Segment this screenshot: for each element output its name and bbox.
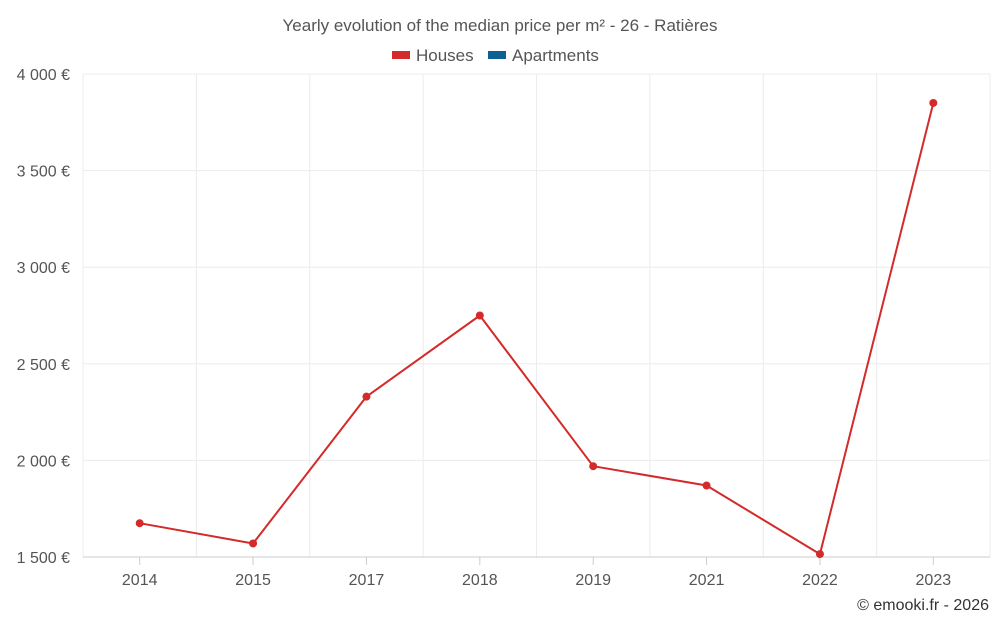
y-tick-label: 3 000 €: [17, 260, 70, 277]
y-tick-label: 1 500 €: [17, 550, 70, 567]
x-tick-label: 2021: [689, 572, 725, 589]
chart-title: Yearly evolution of the median price per…: [283, 16, 718, 35]
data-point-houses-2014[interactable]: [135, 519, 144, 528]
y-tick-label: 2 000 €: [17, 453, 70, 470]
y-tick-label: 3 500 €: [17, 164, 70, 181]
x-tick-label: 2018: [462, 572, 498, 589]
data-point-houses-2022[interactable]: [815, 550, 824, 559]
series-houses: [135, 98, 938, 559]
legend: Houses Apartments: [392, 46, 599, 65]
legend-swatch-apartments: [488, 51, 506, 59]
y-tick-label: 2 500 €: [17, 357, 70, 374]
series-line-houses: [139, 102, 935, 556]
x-tick-label: 2014: [122, 572, 158, 589]
data-point-houses-2019[interactable]: [589, 462, 598, 471]
data-point-houses-2015[interactable]: [249, 539, 258, 548]
x-tick-label: 2022: [802, 572, 838, 589]
axes: 1 500 € 2 000 € 2 500 € 3 000 € 3 500 € 4 000…: [17, 67, 952, 589]
grid: [82, 73, 991, 558]
y-tick-label: 4 000 €: [17, 67, 70, 84]
legend-swatch-houses: [392, 51, 410, 59]
data-point-houses-2023[interactable]: [929, 98, 938, 107]
legend-label-apartments: Apartments: [512, 46, 599, 65]
data-point-houses-2018[interactable]: [475, 311, 484, 320]
x-tick-label: 2015: [235, 572, 271, 589]
x-tick-label: 2019: [575, 572, 611, 589]
x-tick-label: 2023: [916, 572, 952, 589]
credit-text: © emooki.fr - 2026: [857, 597, 989, 614]
legend-item-houses[interactable]: Houses: [392, 46, 474, 65]
legend-item-apartments[interactable]: Apartments: [488, 46, 599, 65]
legend-label-houses: Houses: [416, 46, 474, 65]
data-point-houses-2021[interactable]: [702, 481, 711, 490]
data-point-houses-2017[interactable]: [362, 392, 371, 401]
x-tick-label: 2017: [349, 572, 385, 589]
